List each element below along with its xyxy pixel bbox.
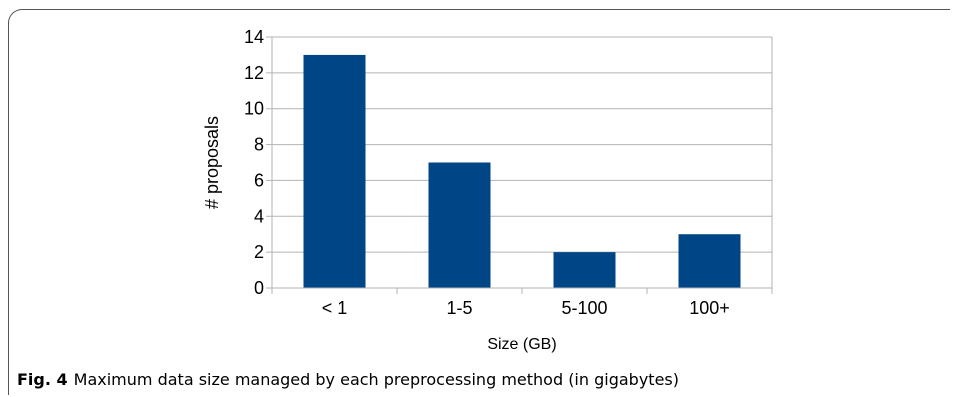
y-tick-label: 12 [244, 63, 264, 83]
figure-frame [8, 9, 950, 395]
y-tick-label: 8 [254, 135, 264, 155]
grid-lines [272, 36, 772, 253]
figure-caption: Fig. 4 Maximum data size managed by each … [17, 370, 679, 389]
x-axis-label: Size (GB) [487, 336, 556, 353]
x-tick-label: 1-5 [446, 298, 472, 318]
caption-text: Maximum data size managed by each prepro… [73, 370, 679, 389]
y-tick-label: 14 [244, 27, 264, 47]
x-tick-label: 100+ [689, 298, 730, 318]
x-tick-label: 5-100 [561, 298, 607, 318]
bars [303, 54, 741, 288]
x-tick-labels: < 1 1-5 5-100 100+ [322, 298, 730, 318]
bar [303, 54, 366, 288]
bar [678, 234, 741, 288]
y-tick-label: 0 [254, 278, 264, 298]
y-tick-label: 10 [244, 99, 264, 119]
y-tick-label: 6 [254, 170, 264, 190]
y-tick-label: 2 [254, 242, 264, 262]
caption-label: Fig. 4 [17, 370, 68, 389]
y-axis-label: # proposals [202, 116, 222, 209]
bar [553, 252, 616, 288]
y-tick-label: 4 [254, 206, 264, 226]
axes [266, 36, 773, 294]
bar [428, 162, 491, 288]
y-tick-labels: 0 2 4 6 8 10 12 14 [244, 27, 264, 298]
x-tick-label: < 1 [322, 298, 348, 318]
